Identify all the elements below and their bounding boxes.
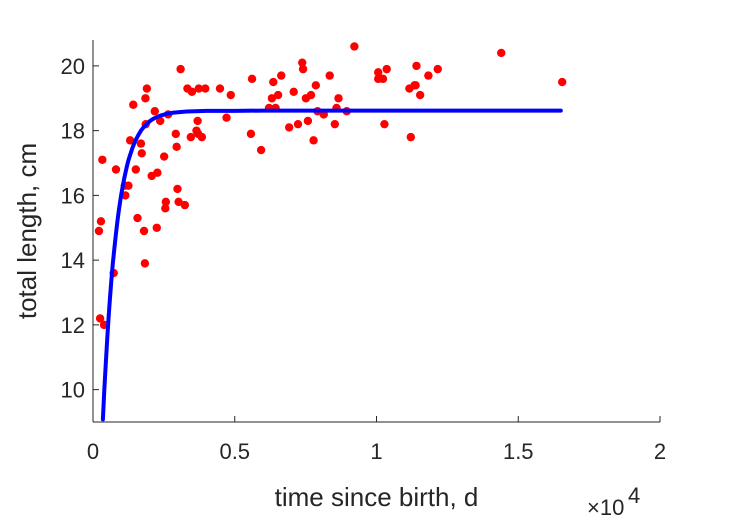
y-tick-label: 10	[61, 378, 85, 403]
data-point	[161, 204, 170, 213]
x-tick-label: 2	[654, 439, 666, 464]
x-exponent-base: ×10	[587, 495, 624, 520]
x-axis-label: time since birth, d	[275, 482, 479, 512]
x-tick-label: 0	[87, 439, 99, 464]
data-point	[201, 84, 210, 93]
data-point	[155, 116, 165, 126]
data-point	[172, 142, 181, 152]
data-point	[187, 87, 197, 96]
data-point	[153, 168, 162, 177]
y-tick-label: 12	[61, 313, 85, 338]
data-point	[424, 71, 433, 80]
data-point	[411, 81, 420, 90]
data-point	[152, 223, 161, 232]
y-axis-ticks: 10 12 14 16 18 20	[61, 54, 99, 403]
data-point	[325, 71, 334, 80]
data-point	[380, 119, 389, 129]
data-point	[193, 116, 202, 126]
data-point	[415, 90, 425, 100]
data-point	[412, 61, 421, 71]
x-tick-label: 1.5	[503, 439, 534, 464]
data-point	[350, 42, 359, 51]
data-point	[174, 197, 183, 207]
data-points	[94, 42, 567, 330]
data-point	[246, 129, 256, 139]
data-point	[142, 84, 152, 93]
data-point	[306, 90, 316, 100]
data-point	[194, 84, 203, 93]
data-point	[137, 149, 146, 158]
data-point	[139, 226, 149, 236]
data-point	[269, 77, 278, 87]
data-point	[289, 87, 298, 96]
data-point	[382, 64, 391, 74]
data-point	[96, 217, 106, 226]
data-point	[311, 81, 321, 90]
data-point	[557, 77, 567, 87]
data-point	[180, 200, 190, 210]
data-point	[111, 165, 121, 174]
data-point	[433, 64, 442, 74]
y-tick-label: 14	[61, 248, 85, 273]
data-point	[293, 119, 303, 129]
data-point	[226, 90, 235, 100]
data-point	[133, 213, 142, 223]
data-point	[94, 226, 104, 236]
data-point	[309, 136, 318, 145]
data-point	[497, 48, 506, 58]
data-point	[334, 94, 343, 103]
data-point	[215, 84, 225, 93]
data-point	[136, 139, 146, 148]
data-point	[267, 94, 277, 103]
data-point	[197, 132, 207, 142]
data-point	[129, 100, 138, 109]
data-point	[173, 184, 182, 194]
data-point	[298, 58, 307, 67]
fit-curve-line	[100, 108, 563, 422]
data-point	[159, 152, 169, 161]
data-point	[124, 181, 133, 190]
data-point	[256, 145, 266, 155]
x-exponent-power: 4	[628, 483, 640, 508]
data-point	[277, 71, 286, 80]
data-point	[141, 94, 150, 103]
data-point	[131, 165, 141, 174]
x-axis-exponent-label: ×10 4	[587, 483, 640, 520]
x-tick-label: 0.5	[219, 439, 250, 464]
data-point	[273, 90, 283, 100]
data-point	[330, 119, 340, 129]
data-point	[98, 155, 107, 164]
y-axis-label: total length, cm	[12, 143, 42, 319]
x-tick-label: 1	[370, 439, 382, 464]
data-point	[161, 197, 171, 207]
data-point	[298, 64, 308, 74]
x-axis-ticks: 0 0.5 1 1.5 2	[87, 416, 666, 464]
data-point	[303, 116, 313, 126]
data-point	[284, 123, 294, 132]
data-point	[186, 132, 196, 142]
data-point	[247, 74, 257, 84]
data-point	[406, 132, 416, 142]
data-point	[140, 259, 150, 268]
y-tick-label: 18	[61, 119, 85, 144]
data-point	[171, 129, 180, 139]
data-point	[374, 68, 383, 77]
data-point	[95, 314, 105, 323]
y-tick-label: 20	[61, 54, 85, 79]
data-point	[378, 74, 388, 84]
data-point	[176, 64, 185, 74]
y-tick-label: 16	[61, 183, 85, 208]
data-point	[125, 136, 135, 145]
data-point	[222, 113, 231, 122]
data-point	[150, 107, 160, 116]
